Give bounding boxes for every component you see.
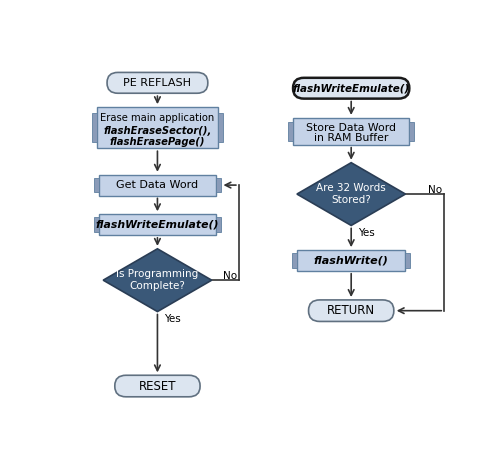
Text: No: No (428, 185, 442, 195)
Bar (92, 113, 98, 142)
Bar (100, 175, 216, 196)
Bar (288, 122, 293, 141)
Text: RESET: RESET (138, 379, 176, 392)
Bar (406, 253, 410, 268)
Text: Are 32 Words
Stored?: Are 32 Words Stored? (316, 183, 386, 205)
FancyBboxPatch shape (293, 78, 410, 99)
FancyBboxPatch shape (107, 72, 208, 93)
Text: flashErasePage(): flashErasePage() (110, 137, 205, 147)
Bar (100, 214, 216, 235)
Text: Yes: Yes (358, 228, 375, 238)
Polygon shape (297, 163, 406, 226)
Polygon shape (103, 249, 212, 312)
Bar (94, 217, 100, 232)
Bar (218, 113, 222, 142)
Text: flashWrite(): flashWrite() (314, 255, 388, 266)
Text: Is Programming
Complete?: Is Programming Complete? (116, 269, 198, 291)
Bar (94, 178, 100, 192)
Text: flashEraseSector(),: flashEraseSector(), (104, 126, 212, 136)
Bar (216, 178, 220, 192)
Bar (410, 122, 414, 141)
Text: in RAM Buffer: in RAM Buffer (314, 133, 388, 143)
FancyBboxPatch shape (115, 375, 200, 397)
Text: Store Data Word: Store Data Word (306, 123, 396, 133)
Bar (292, 253, 297, 268)
Text: flashWriteEmulate(): flashWriteEmulate() (292, 83, 410, 93)
Bar (297, 250, 406, 271)
Text: Erase main application: Erase main application (100, 113, 214, 123)
Bar (216, 217, 220, 232)
Text: flashWriteEmulate(): flashWriteEmulate() (96, 219, 219, 230)
Text: Get Data Word: Get Data Word (116, 180, 198, 190)
Bar (98, 107, 218, 148)
Text: No: No (223, 271, 237, 281)
Text: PE REFLASH: PE REFLASH (124, 78, 192, 88)
Bar (293, 118, 410, 145)
FancyBboxPatch shape (308, 300, 394, 322)
Text: Yes: Yes (164, 315, 181, 324)
Text: RETURN: RETURN (327, 304, 375, 317)
